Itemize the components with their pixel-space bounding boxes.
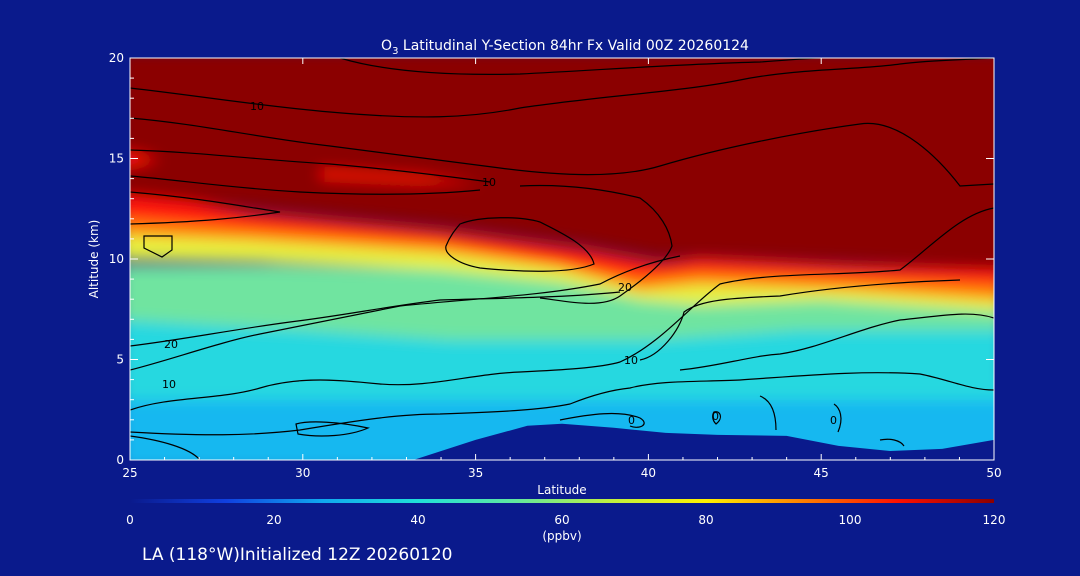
colorbar-tick-label: 0 xyxy=(126,513,134,527)
contour-label: 20 xyxy=(618,281,632,294)
x-tick-label: 25 xyxy=(122,466,137,480)
x-tick-label: 45 xyxy=(814,466,829,480)
x-tick-label: 30 xyxy=(295,466,310,480)
colorbar-ticks: 0 20 40 60 80 100 120 xyxy=(126,513,1005,527)
colorbar-tick-label: 20 xyxy=(266,513,281,527)
contour-label: 0 xyxy=(712,410,719,423)
y-axis-label: Altitude (km) xyxy=(87,220,101,299)
y-axis: 0 5 10 15 20 xyxy=(109,51,994,467)
x-axis-label: Latitude xyxy=(537,483,586,497)
contour-label: 0 xyxy=(830,414,837,427)
chart-title: O3 Latitudinal Y-Section 84hr Fx Valid 0… xyxy=(381,38,749,57)
colorbar xyxy=(130,499,994,503)
field-filament-14km xyxy=(320,170,480,184)
y-tick-label: 20 xyxy=(109,51,124,65)
x-tick-label: 35 xyxy=(468,466,483,480)
contour-label-group: 10 10 20 10 20 10 0 0 0 xyxy=(162,100,837,427)
y-tick-label: 0 xyxy=(116,453,124,467)
field-mid-green-layer xyxy=(130,265,994,340)
contour-label: 10 xyxy=(250,100,264,113)
x-tick-label: 40 xyxy=(641,466,656,480)
contour-label: 10 xyxy=(482,176,496,189)
colorbar-tick-label: 60 xyxy=(554,513,569,527)
contour-label: 20 xyxy=(164,338,178,351)
y-tick-label: 5 xyxy=(116,353,124,367)
colorbar-tick-label: 40 xyxy=(410,513,425,527)
plot-area: 10 10 20 10 20 10 0 0 0 xyxy=(130,58,994,460)
x-axis: 25 30 35 40 45 50 xyxy=(122,58,1002,480)
y-tick-label: 10 xyxy=(109,252,124,266)
colorbar-tick-label: 120 xyxy=(983,513,1006,527)
model-init-label: LA (118°W)Initialized 12Z 20260120 xyxy=(142,545,452,565)
contour-lines xyxy=(130,58,994,460)
terrain xyxy=(130,423,994,460)
field-red-band xyxy=(130,191,994,285)
field-yellow-layer xyxy=(130,232,994,312)
y-tick-label: 15 xyxy=(109,152,124,166)
colorbar-tick-label: 80 xyxy=(698,513,713,527)
colorbar-unit: (ppbv) xyxy=(542,529,581,543)
x-tick-label: 50 xyxy=(986,466,1001,480)
field-filament-15km xyxy=(130,152,160,166)
contour-label: 0 xyxy=(628,414,635,427)
colorbar-tick-label: 100 xyxy=(839,513,862,527)
contour-label: 10 xyxy=(162,378,176,391)
contour-label: 10 xyxy=(624,354,638,367)
field-stratosphere xyxy=(130,58,994,270)
